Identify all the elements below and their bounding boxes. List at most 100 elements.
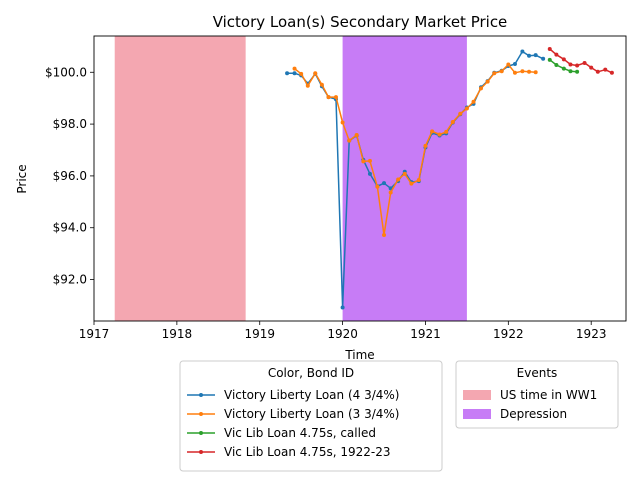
data-point: [561, 57, 566, 62]
legend-series-title: Color, Bond ID: [268, 366, 354, 380]
y-tick-label: $92.0: [53, 273, 87, 287]
data-point: [333, 95, 338, 100]
data-point: [478, 86, 483, 91]
y-axis-label: Price: [15, 164, 29, 193]
event-band-1: [342, 36, 467, 321]
legend-marker: [199, 431, 203, 435]
legend-marker: [199, 450, 203, 454]
data-point: [471, 99, 476, 104]
data-point: [575, 63, 580, 68]
data-point: [561, 66, 566, 71]
data-point: [444, 129, 449, 134]
legend-marker: [199, 412, 203, 416]
data-point: [319, 82, 324, 87]
data-point: [547, 57, 552, 62]
data-point: [582, 60, 587, 65]
legend-marker: [199, 393, 203, 397]
data-point: [506, 62, 511, 67]
event-band-0: [114, 36, 246, 321]
data-point: [437, 132, 442, 137]
series-line-3: [549, 48, 613, 74]
data-point: [554, 63, 559, 68]
data-point: [305, 83, 310, 88]
x-tick-label: 1922: [493, 327, 524, 341]
data-point: [595, 69, 600, 74]
chart-title: Victory Loan(s) Secondary Market Price: [213, 13, 508, 31]
data-point: [402, 171, 407, 176]
legend-patch-swatch: [463, 409, 491, 419]
data-point: [527, 69, 532, 74]
legend-series-label: Vic Lib Loan 4.75s, 1922-23: [224, 445, 390, 459]
x-tick-label: 1921: [410, 327, 441, 341]
legend-events-box: [455, 360, 619, 429]
data-point: [347, 138, 352, 143]
data-point: [388, 190, 393, 195]
data-point: [285, 71, 290, 76]
data-point: [430, 129, 435, 134]
data-point: [313, 71, 318, 76]
data-point: [450, 120, 455, 125]
event-bands: [114, 36, 467, 321]
data-point: [520, 69, 525, 74]
legend-series-label: Vic Lib Loan 4.75s, called: [224, 426, 376, 440]
data-point: [568, 69, 573, 74]
y-tick-label: $96.0: [53, 169, 87, 183]
data-point: [589, 65, 594, 70]
data-point: [292, 71, 297, 76]
data-point: [533, 53, 538, 58]
data-point: [603, 67, 608, 72]
x-tick-label: 1923: [576, 327, 607, 341]
legend-series-label: Victory Liberty Loan (3 3/4%): [224, 407, 399, 421]
data-point: [367, 158, 372, 163]
x-axis: 1917 1918 1919 1920 1921 1922 1923: [79, 321, 607, 341]
x-tick-label: 1918: [162, 327, 193, 341]
data-point: [367, 171, 372, 176]
x-axis-label: Time: [344, 348, 374, 362]
data-point: [409, 181, 414, 186]
data-point: [547, 46, 552, 51]
data-point: [554, 52, 559, 57]
y-tick-label: $100.0: [45, 65, 87, 79]
plot-frame: [93, 35, 627, 322]
data-point: [340, 305, 345, 310]
y-tick-label: $94.0: [53, 221, 87, 235]
y-tick-label: $98.0: [53, 117, 87, 131]
data-point: [354, 132, 359, 137]
legend-events: Events US time in WW1 Depression: [455, 360, 619, 429]
data-point: [541, 56, 546, 61]
data-point: [499, 69, 504, 74]
legend-series-box: [179, 360, 443, 472]
data-point: [340, 120, 345, 125]
data-point: [292, 66, 297, 71]
legend-event-label: Depression: [500, 407, 567, 421]
data-point: [382, 232, 387, 237]
data-point: [375, 184, 380, 189]
data-point: [299, 71, 304, 76]
legend-patch-swatch: [463, 390, 491, 400]
x-tick-label: 1919: [244, 327, 275, 341]
legend-event-label: US time in WW1: [500, 388, 597, 402]
legend-events-title: Events: [517, 366, 558, 380]
data-point: [512, 70, 517, 75]
y-axis: $92.0 $94.0 $96.0 $98.0 $100.0: [45, 65, 94, 287]
data-point: [326, 95, 331, 100]
data-point: [568, 62, 573, 67]
data-point: [423, 143, 428, 148]
data-point: [464, 106, 469, 111]
x-tick-label: 1917: [79, 327, 110, 341]
legend-series-label: Victory Liberty Loan (4 3/4%): [224, 388, 399, 402]
data-point: [512, 61, 517, 66]
legend-series: Color, Bond ID Victory Liberty Loan (4 3/…: [179, 360, 443, 472]
data-point: [416, 178, 421, 183]
x-tick-label: 1920: [327, 327, 358, 341]
data-point: [533, 70, 538, 75]
data-point: [458, 111, 463, 116]
series-lines: [285, 46, 614, 310]
data-point: [575, 69, 580, 74]
data-point: [361, 159, 366, 164]
data-point: [609, 70, 614, 75]
data-point: [396, 177, 401, 182]
data-point: [492, 71, 497, 76]
data-point: [382, 181, 387, 186]
